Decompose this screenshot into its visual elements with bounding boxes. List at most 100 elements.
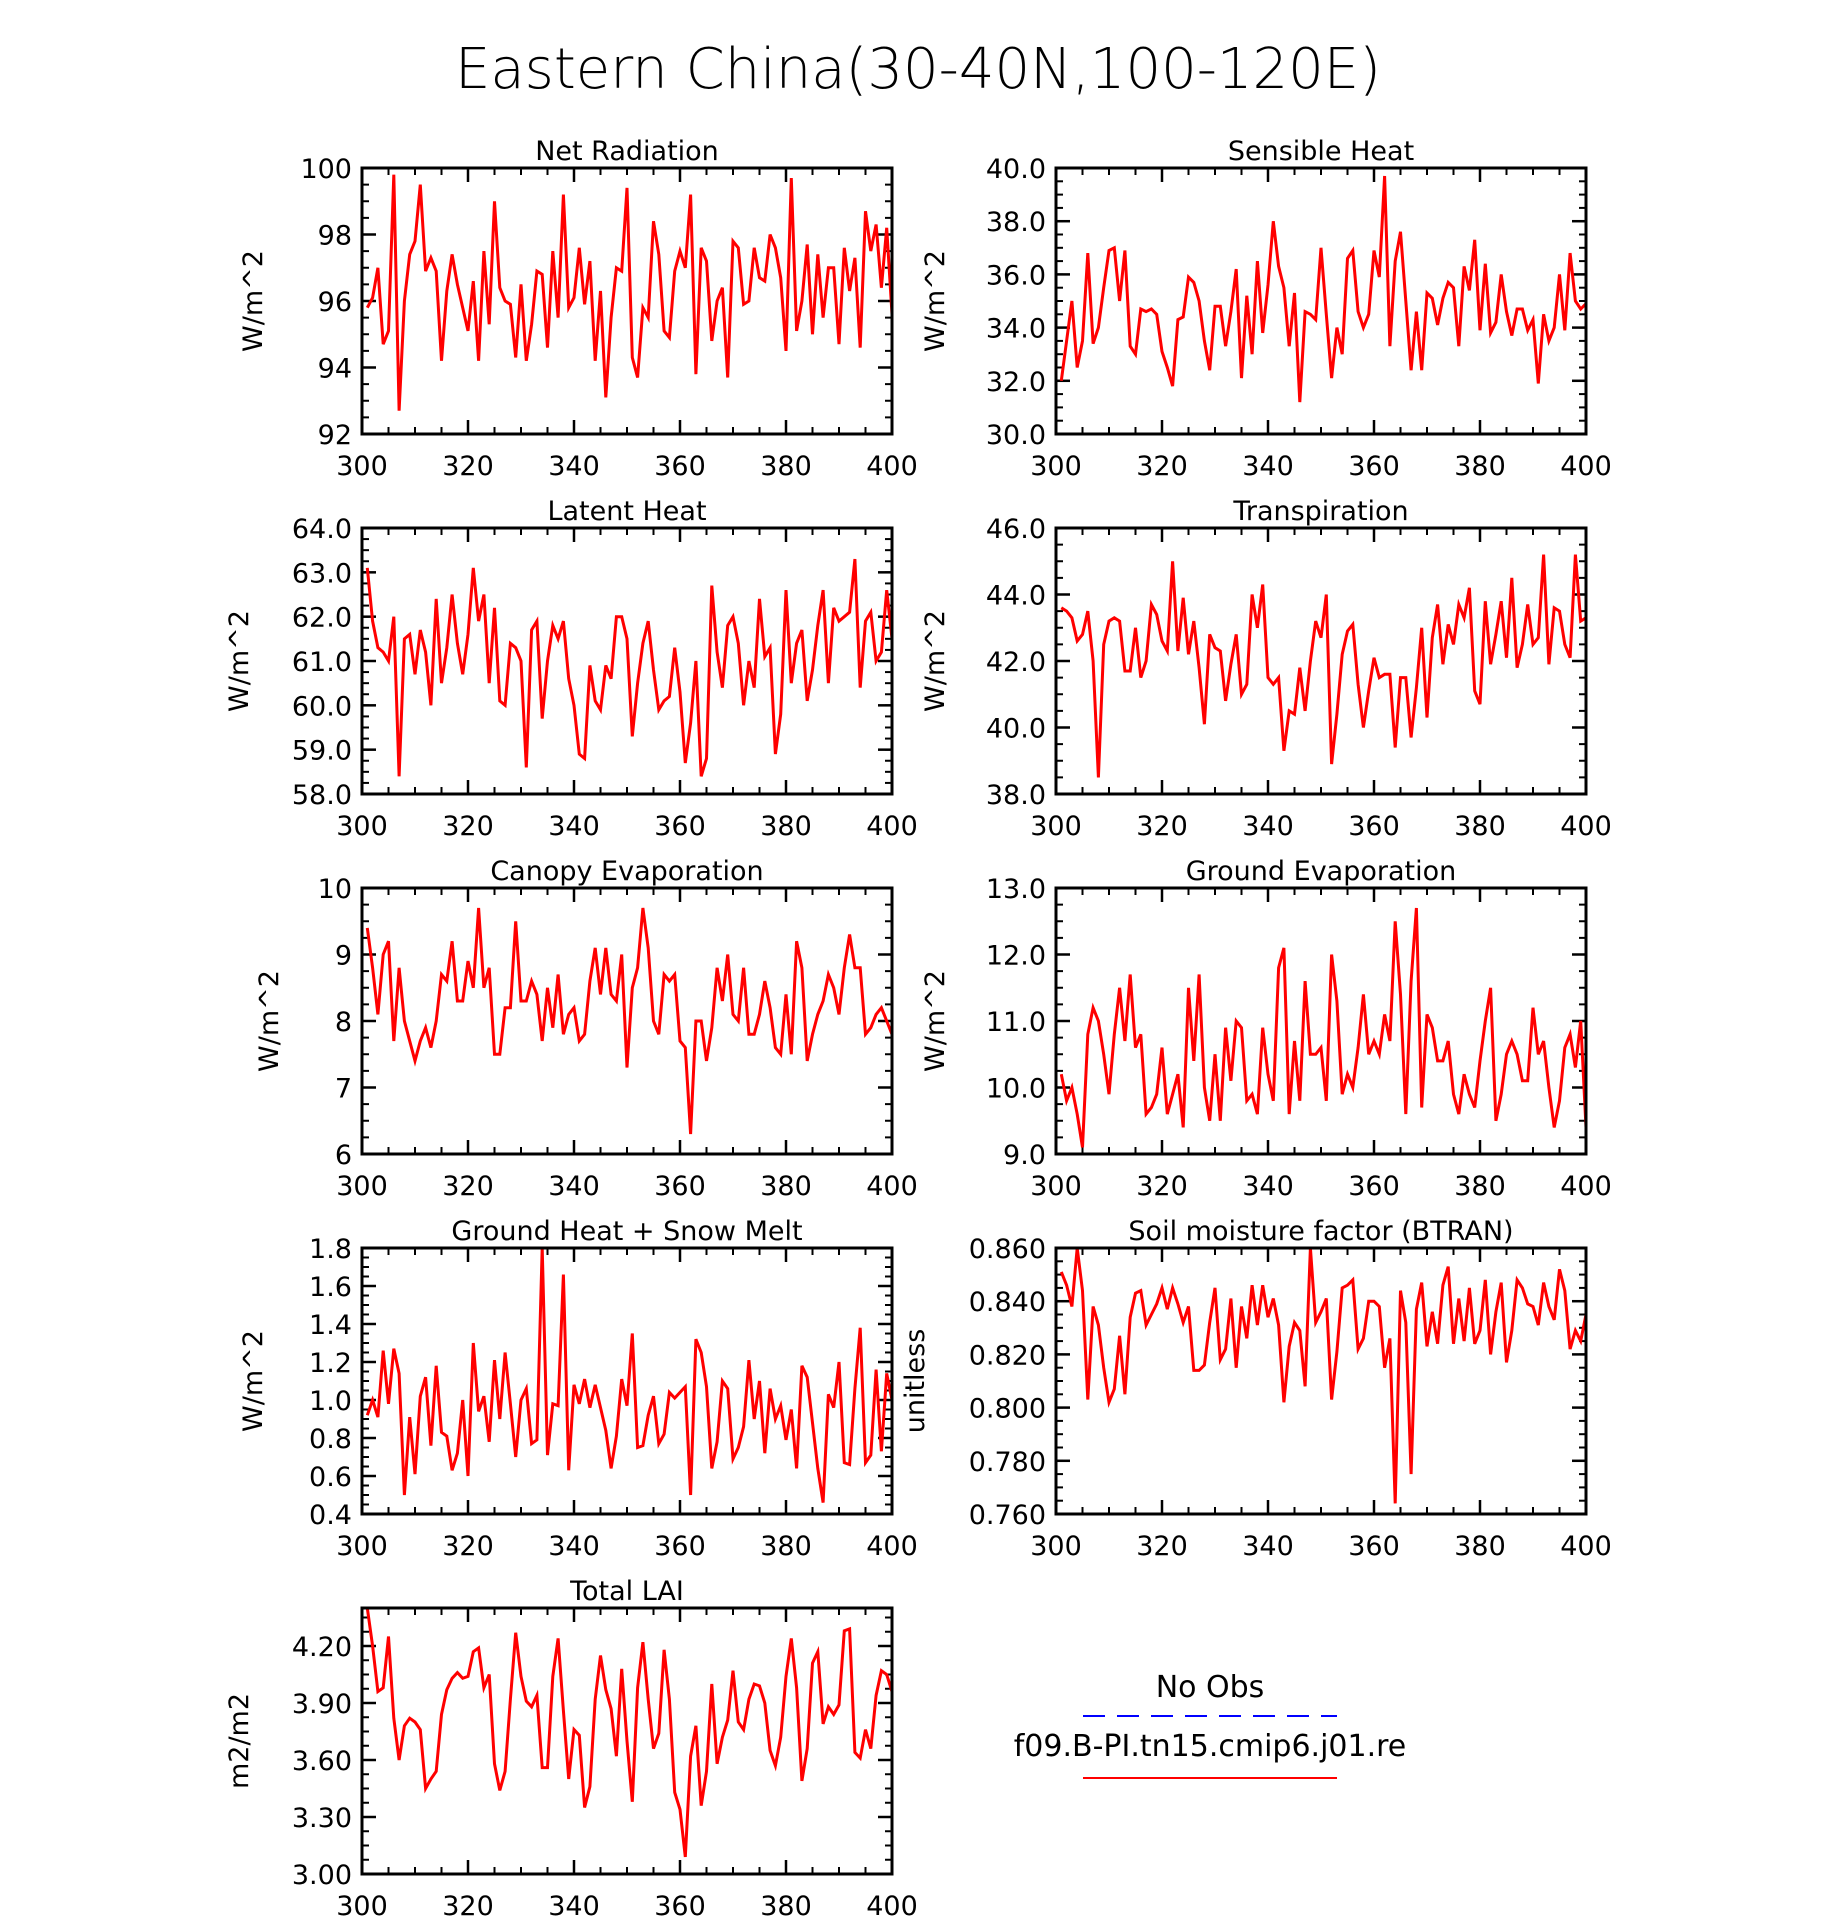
y-tick-label: 1.8 bbox=[309, 1234, 352, 1265]
x-tick-label: 340 bbox=[548, 1171, 600, 1202]
series-line bbox=[1059, 175, 1588, 403]
y-tick-label: 40.0 bbox=[986, 714, 1046, 745]
y-tick-label: 61.0 bbox=[292, 647, 352, 678]
y-tick-label: 59.0 bbox=[292, 736, 352, 767]
x-tick-label: 360 bbox=[654, 1531, 706, 1562]
x-tick-label: 380 bbox=[760, 1531, 812, 1562]
panel-title: Ground Heat + Snow Melt bbox=[451, 1216, 802, 1247]
x-tick-label: 340 bbox=[548, 811, 600, 842]
plot-frame bbox=[360, 1606, 894, 1876]
y-tick-label: 94 bbox=[318, 354, 352, 385]
x-tick-label: 320 bbox=[1136, 451, 1188, 482]
x-tick-label: 380 bbox=[760, 1891, 812, 1922]
x-tick-label: 360 bbox=[654, 451, 706, 482]
x-tick-label: 340 bbox=[1242, 1531, 1294, 1562]
y-tick-label: 40.0 bbox=[986, 154, 1046, 185]
x-tick-label: 320 bbox=[442, 1171, 494, 1202]
x-tick-label: 400 bbox=[1560, 1531, 1612, 1562]
x-tick-label: 360 bbox=[1348, 451, 1400, 482]
y-tick-label: 10.0 bbox=[986, 1074, 1046, 1105]
y-tick-label: 0.800 bbox=[969, 1394, 1046, 1425]
y-axis-label: W/m^2 bbox=[920, 610, 951, 712]
panel-title: Sensible Heat bbox=[1228, 136, 1414, 167]
plot-frame bbox=[360, 526, 894, 796]
x-tick-label: 300 bbox=[336, 1171, 388, 1202]
x-tick-label: 340 bbox=[548, 1891, 600, 1922]
panel-title: Canopy Evaporation bbox=[490, 856, 763, 887]
y-axis-label: W/m^2 bbox=[254, 970, 285, 1072]
y-axis-label: W/m^2 bbox=[920, 250, 951, 352]
y-tick-label: 0.780 bbox=[969, 1447, 1046, 1478]
series-line bbox=[365, 174, 894, 411]
chart-panel-9: Total LAI m2/m2 300 320 340 360 380 400 3.00 3.30… bbox=[224, 1576, 918, 1922]
panel-title: Net Radiation bbox=[535, 136, 719, 167]
x-tick-label: 300 bbox=[336, 451, 388, 482]
x-tick-label: 360 bbox=[1348, 1171, 1400, 1202]
chart-panel-5: Canopy Evaporation W/m^2 300 320 340 360 380 40… bbox=[254, 856, 918, 1202]
panel-title: Soil moisture factor (BTRAN) bbox=[1128, 1216, 1513, 1247]
y-tick-label: 60.0 bbox=[292, 691, 352, 722]
x-tick-label: 400 bbox=[866, 1891, 918, 1922]
x-tick-label: 320 bbox=[1136, 811, 1188, 842]
y-tick-label: 46.0 bbox=[986, 514, 1046, 545]
x-tick-label: 360 bbox=[1348, 811, 1400, 842]
chart-panel-2: Sensible Heat W/m^2 300 320 340 360 380 400 30.0… bbox=[920, 136, 1612, 482]
x-tick-label: 380 bbox=[760, 451, 812, 482]
series-line bbox=[1059, 1247, 1588, 1504]
x-tick-label: 300 bbox=[336, 811, 388, 842]
y-axis-label: W/m^2 bbox=[238, 1330, 269, 1432]
x-tick-label: 360 bbox=[654, 811, 706, 842]
y-tick-label: 0.760 bbox=[969, 1500, 1046, 1531]
y-tick-label: 0.8 bbox=[309, 1424, 352, 1455]
legend-label: No Obs bbox=[1156, 1670, 1265, 1705]
y-tick-label: 1.4 bbox=[309, 1310, 352, 1341]
y-tick-label: 0.6 bbox=[309, 1462, 352, 1493]
x-tick-label: 340 bbox=[1242, 811, 1294, 842]
y-tick-label: 36.0 bbox=[986, 260, 1046, 291]
x-tick-label: 300 bbox=[336, 1531, 388, 1562]
x-tick-label: 300 bbox=[1030, 1531, 1082, 1562]
x-tick-label: 320 bbox=[442, 1531, 494, 1562]
x-tick-label: 340 bbox=[548, 451, 600, 482]
plot-frame bbox=[1054, 526, 1588, 796]
y-tick-label: 10 bbox=[318, 874, 352, 905]
x-tick-label: 340 bbox=[1242, 451, 1294, 482]
x-tick-label: 320 bbox=[442, 811, 494, 842]
y-tick-label: 34.0 bbox=[986, 314, 1046, 345]
y-tick-label: 11.0 bbox=[986, 1007, 1046, 1038]
x-tick-label: 320 bbox=[1136, 1171, 1188, 1202]
y-tick-label: 0.860 bbox=[969, 1234, 1046, 1265]
panel-title: Ground Evaporation bbox=[1186, 856, 1457, 887]
y-tick-label: 0.840 bbox=[969, 1287, 1046, 1318]
x-tick-label: 380 bbox=[760, 1171, 812, 1202]
x-tick-label: 360 bbox=[1348, 1531, 1400, 1562]
x-tick-label: 320 bbox=[1136, 1531, 1188, 1562]
y-tick-label: 58.0 bbox=[292, 780, 352, 811]
y-tick-label: 13.0 bbox=[986, 874, 1046, 905]
plot-frame bbox=[1054, 166, 1588, 436]
y-tick-label: 32.0 bbox=[986, 367, 1046, 398]
y-tick-label: 7 bbox=[335, 1074, 352, 1105]
x-tick-label: 360 bbox=[654, 1171, 706, 1202]
y-tick-label: 1.6 bbox=[309, 1272, 352, 1303]
series-line bbox=[1060, 554, 1587, 778]
y-tick-label: 6 bbox=[335, 1140, 352, 1171]
legend-label: f09.B-PI.tn15.cmip6.j01.re bbox=[1014, 1729, 1407, 1764]
panel-title: Latent Heat bbox=[547, 496, 706, 527]
y-axis-label: m2/m2 bbox=[224, 1693, 255, 1789]
series-line bbox=[1059, 907, 1588, 1148]
y-tick-label: 92 bbox=[318, 420, 352, 451]
x-tick-label: 320 bbox=[442, 1891, 494, 1922]
x-tick-label: 380 bbox=[760, 811, 812, 842]
plot-frame bbox=[1054, 886, 1588, 1156]
x-tick-label: 380 bbox=[1454, 811, 1506, 842]
y-tick-label: 3.00 bbox=[292, 1860, 352, 1891]
series-line bbox=[365, 558, 894, 777]
x-tick-label: 400 bbox=[1560, 811, 1612, 842]
y-tick-label: 12.0 bbox=[986, 941, 1046, 972]
x-tick-label: 400 bbox=[866, 451, 918, 482]
y-tick-label: 3.60 bbox=[292, 1746, 352, 1777]
y-tick-label: 98 bbox=[318, 221, 352, 252]
y-tick-label: 62.0 bbox=[292, 603, 352, 634]
